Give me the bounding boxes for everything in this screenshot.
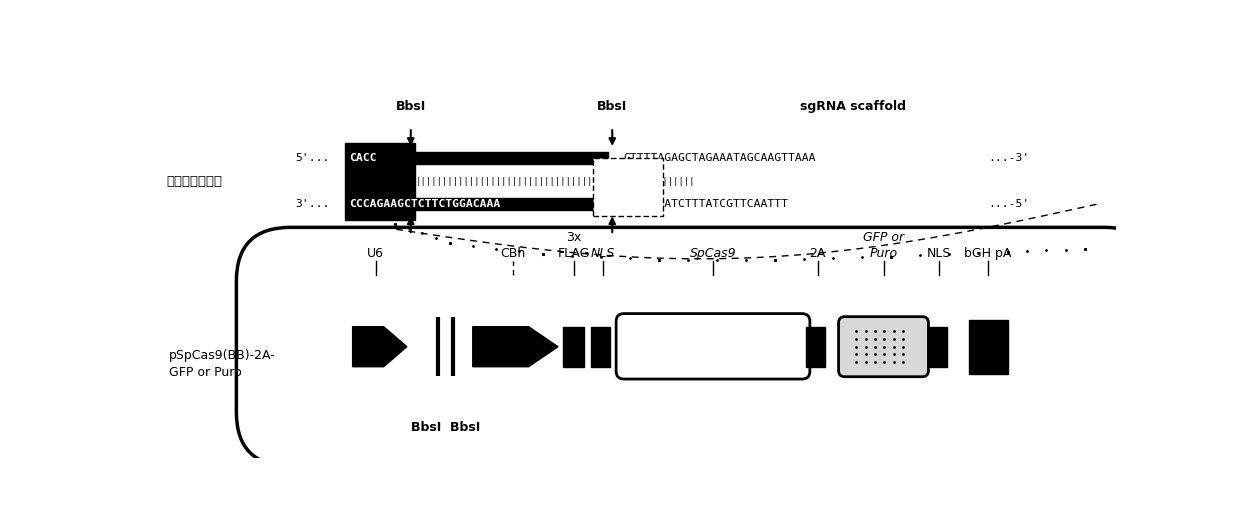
Text: ATCTCGATCTTTATCGTTCAATTT: ATCTCGATCTTTATCGTTCAATTT xyxy=(624,199,789,209)
Text: U6: U6 xyxy=(367,247,384,260)
Text: 2A: 2A xyxy=(810,247,826,260)
Text: ...-3': ...-3' xyxy=(988,153,1029,163)
Text: BbsI: BbsI xyxy=(396,100,425,113)
Text: 3'...: 3'... xyxy=(295,199,330,209)
Text: SpCas9: SpCas9 xyxy=(689,247,737,260)
Text: GFP or: GFP or xyxy=(863,231,904,244)
Text: CACC: CACC xyxy=(348,153,376,163)
Text: Puro: Puro xyxy=(869,247,898,260)
FancyBboxPatch shape xyxy=(616,314,810,379)
Text: ||||||||||||||||||||||||||||||||||||||||||||||||||||: ||||||||||||||||||||||||||||||||||||||||… xyxy=(415,177,694,185)
Bar xyxy=(591,327,610,367)
Text: 靶序列插入位点: 靶序列插入位点 xyxy=(166,175,223,187)
Text: GTTTTAGAGCTAGAAATAGCAAGTTAAA: GTTTTAGAGCTAGAAATAGCAAGTTAAA xyxy=(624,153,816,163)
Text: ...-5': ...-5' xyxy=(988,199,1029,209)
Bar xyxy=(414,152,609,164)
Bar xyxy=(345,143,414,220)
Bar xyxy=(806,327,825,367)
Text: NLS: NLS xyxy=(928,247,951,260)
Text: sgRNA scaffold: sgRNA scaffold xyxy=(800,100,905,113)
Text: BbsI: BbsI xyxy=(598,100,627,113)
Bar xyxy=(968,320,1007,374)
FancyArrow shape xyxy=(352,327,407,367)
Text: FLAG: FLAG xyxy=(557,247,590,260)
Bar xyxy=(563,327,584,367)
Text: bGH pA: bGH pA xyxy=(965,247,1012,260)
Text: CBh: CBh xyxy=(501,247,526,260)
Text: 5'...: 5'... xyxy=(295,153,330,163)
Text: BbsI  BbsI: BbsI BbsI xyxy=(410,421,480,434)
FancyArrow shape xyxy=(472,327,558,367)
Text: pSpCas9(BB)-2A-: pSpCas9(BB)-2A- xyxy=(169,349,275,362)
Bar xyxy=(593,158,662,216)
Bar xyxy=(414,198,609,211)
FancyBboxPatch shape xyxy=(838,317,929,377)
Text: GGGTCTTCGAGAAGACCT: GGGTCTTCGAGAAGACCT xyxy=(415,153,539,163)
Bar xyxy=(929,327,947,367)
Text: GFP or Puro: GFP or Puro xyxy=(169,366,242,379)
Text: 3x: 3x xyxy=(565,231,582,244)
Text: NLS: NLS xyxy=(590,247,615,260)
Text: CCCAGAAGCTCTTCTGGACAAA: CCCAGAAGCTCTTCTGGACAAA xyxy=(348,199,500,209)
